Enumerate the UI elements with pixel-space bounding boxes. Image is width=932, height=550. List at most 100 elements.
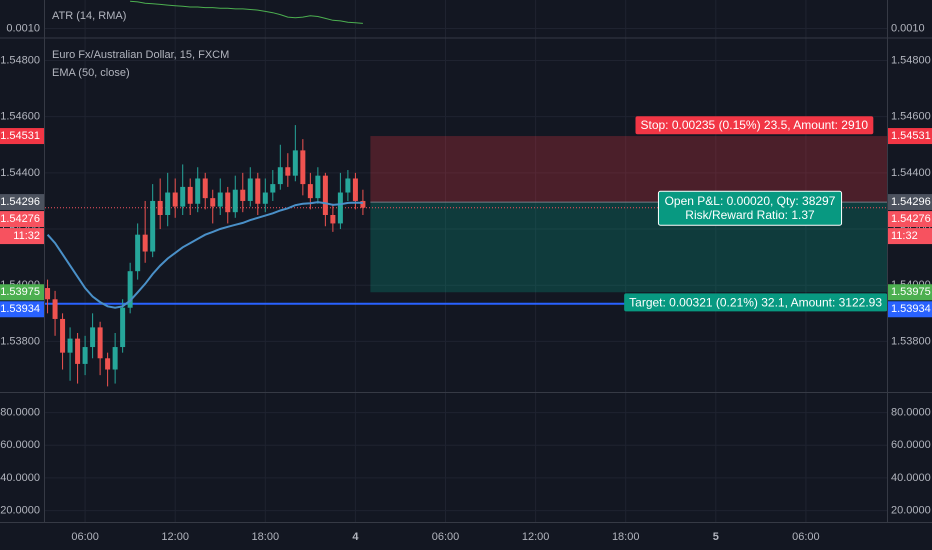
candle-body bbox=[240, 189, 246, 201]
risk-reward-label: Risk/Reward Ratio: 1.37 bbox=[685, 208, 815, 222]
candle-body bbox=[82, 347, 88, 364]
candle-body bbox=[247, 178, 253, 201]
price-tag bbox=[0, 211, 44, 228]
candle-body bbox=[90, 327, 96, 348]
candle-body bbox=[255, 178, 261, 204]
price-tag-label: 1.54296 bbox=[891, 196, 931, 208]
countdown-tag bbox=[888, 228, 932, 245]
candle-body bbox=[262, 192, 268, 204]
x-tick-label: 12:00 bbox=[522, 531, 550, 543]
candle-body bbox=[142, 234, 148, 252]
candle-body bbox=[187, 186, 193, 204]
price-tag-label: 1.54296 bbox=[0, 196, 40, 208]
x-tick-label: 12:00 bbox=[161, 531, 189, 543]
stop-label-box bbox=[635, 116, 874, 135]
candle-body bbox=[217, 192, 223, 207]
candle-body bbox=[120, 307, 126, 348]
candle-body bbox=[345, 178, 351, 193]
price-tag-label: 1.53934 bbox=[891, 303, 931, 315]
y-tick-label: 80.0000 bbox=[891, 407, 931, 419]
candle-body bbox=[202, 178, 208, 199]
candle-body bbox=[172, 192, 178, 207]
price-tag bbox=[0, 301, 44, 318]
candle-body bbox=[45, 288, 51, 300]
y-tick-label: 40.0000 bbox=[891, 472, 931, 484]
x-tick-label: 5 bbox=[713, 531, 719, 543]
x-tick-label: 06:00 bbox=[71, 531, 99, 543]
y-tick-label: 0.0010 bbox=[891, 22, 925, 34]
countdown-label: 11:32 bbox=[13, 230, 40, 242]
candle-body bbox=[112, 347, 118, 370]
candle-body bbox=[225, 192, 231, 213]
price-tag bbox=[888, 128, 932, 145]
symbol-title: Euro Fx/Australian Dollar, 15, FXCM bbox=[52, 49, 229, 61]
candle-body bbox=[127, 271, 133, 308]
candle-body bbox=[360, 200, 366, 208]
y-tick-label: 1.54800 bbox=[891, 54, 931, 66]
price-tag bbox=[888, 301, 932, 318]
stop-label: Stop: 0.00235 (0.15%) 23.5, Amount: 2910 bbox=[641, 118, 869, 132]
candle-body bbox=[67, 338, 73, 353]
countdown-tag bbox=[0, 228, 44, 245]
candle-body bbox=[210, 198, 216, 207]
candle-body bbox=[52, 299, 58, 319]
ema-legend: EMA (50, close) bbox=[52, 67, 130, 79]
candle-body bbox=[60, 318, 66, 353]
price-tag-label: 1.54276 bbox=[891, 213, 931, 225]
y-tick-label: 1.54400 bbox=[0, 167, 40, 179]
price-tag-label: 1.53934 bbox=[0, 303, 40, 315]
price-tag bbox=[0, 128, 44, 145]
y-tick-label: 40.0000 bbox=[0, 472, 40, 484]
candle-body bbox=[75, 338, 81, 364]
y-tick-label: 1.54800 bbox=[0, 54, 40, 66]
x-tick-label: 06:00 bbox=[792, 531, 820, 543]
price-tag-label: 1.54531 bbox=[891, 130, 931, 142]
price-tag bbox=[888, 211, 932, 228]
x-tick-label: 4 bbox=[352, 531, 359, 543]
pnl-box bbox=[657, 190, 843, 226]
y-tick-label: 1.53800 bbox=[891, 335, 931, 347]
candle-body bbox=[180, 186, 186, 207]
y-tick-label: 1.54600 bbox=[0, 111, 40, 123]
candle-body bbox=[232, 189, 238, 213]
target-label: Target: 0.00321 (0.21%) 32.1, Amount: 31… bbox=[629, 295, 882, 309]
price-tag-label: 1.53975 bbox=[0, 286, 40, 298]
marks bbox=[45, 0, 366, 387]
candle-body bbox=[337, 192, 343, 224]
price-tag bbox=[0, 284, 44, 301]
candle-body bbox=[157, 200, 163, 215]
candle-body bbox=[315, 175, 321, 199]
candle-body bbox=[330, 215, 336, 224]
y-tick-label: 60.0000 bbox=[0, 439, 40, 451]
overlay: 06:00 12:00 18:00 4 06:00 12:00 18:00 5 06:00 Sto… bbox=[0, 116, 932, 543]
x-tick-label: 18:00 bbox=[252, 531, 280, 543]
pnl-label: Open P&L: 0.00020, Qty: 38297 bbox=[665, 194, 836, 208]
candle-body bbox=[270, 184, 276, 193]
candle-body bbox=[292, 150, 298, 176]
candle-body bbox=[135, 234, 141, 272]
candle-body bbox=[285, 167, 291, 176]
price-tag bbox=[888, 284, 932, 301]
target-label-box bbox=[624, 293, 888, 312]
candle-body bbox=[97, 327, 103, 359]
price-tag bbox=[0, 194, 44, 211]
candle-body bbox=[307, 184, 313, 199]
price-tag-label: 1.54531 bbox=[0, 130, 40, 142]
candle-body bbox=[195, 178, 201, 204]
atr-title: ATR (14, RMA) bbox=[52, 10, 126, 22]
y-tick-label: 80.0000 bbox=[0, 407, 40, 419]
candle-body bbox=[150, 200, 156, 252]
price-tag-label: 1.53975 bbox=[891, 286, 931, 298]
line-series bbox=[130, 0, 363, 24]
y-tick-label: 0.0010 bbox=[6, 22, 40, 34]
candle-body bbox=[277, 167, 283, 185]
y-tick-label: 20.0000 bbox=[0, 504, 40, 516]
candle-body bbox=[165, 192, 171, 215]
x-tick-label: 18:00 bbox=[612, 531, 640, 543]
y-tick-label: 1.53800 bbox=[0, 335, 40, 347]
candle-body bbox=[105, 358, 111, 370]
candle-body bbox=[352, 178, 358, 201]
